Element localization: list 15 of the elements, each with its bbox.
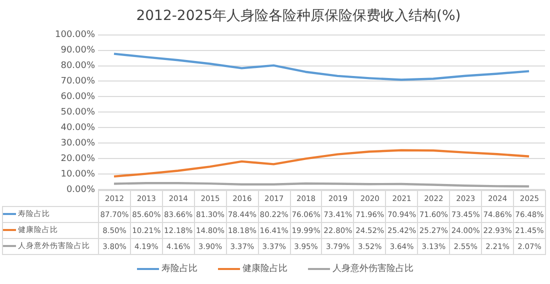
- text: 人身意外伤害险占比: [332, 264, 414, 274]
- y-tick-label: 0.00%: [66, 184, 96, 195]
- y-tick-label: 30.00%: [60, 138, 96, 149]
- text: 寿险占比: [162, 264, 198, 274]
- y-tick-label: 50.00%: [60, 108, 96, 118]
- y-tick-label: 80.00%: [60, 61, 96, 72]
- y-tick-label: 70.00%: [60, 76, 96, 87]
- y-tick-label: 40.00%: [60, 123, 96, 134]
- y-tick-label: 60.00%: [60, 92, 96, 102]
- chart-title: 2012-2025年人身险各险种原保险保费收入结构(%): [136, 8, 461, 24]
- y-tick-label: 10.00%: [60, 169, 96, 180]
- y-tick-label: 100.00%: [54, 30, 96, 40]
- text: 健康险占比: [242, 264, 288, 274]
- y-tick-label: 90.00%: [60, 46, 96, 56]
- y-tick-label: 20.00%: [60, 154, 96, 164]
